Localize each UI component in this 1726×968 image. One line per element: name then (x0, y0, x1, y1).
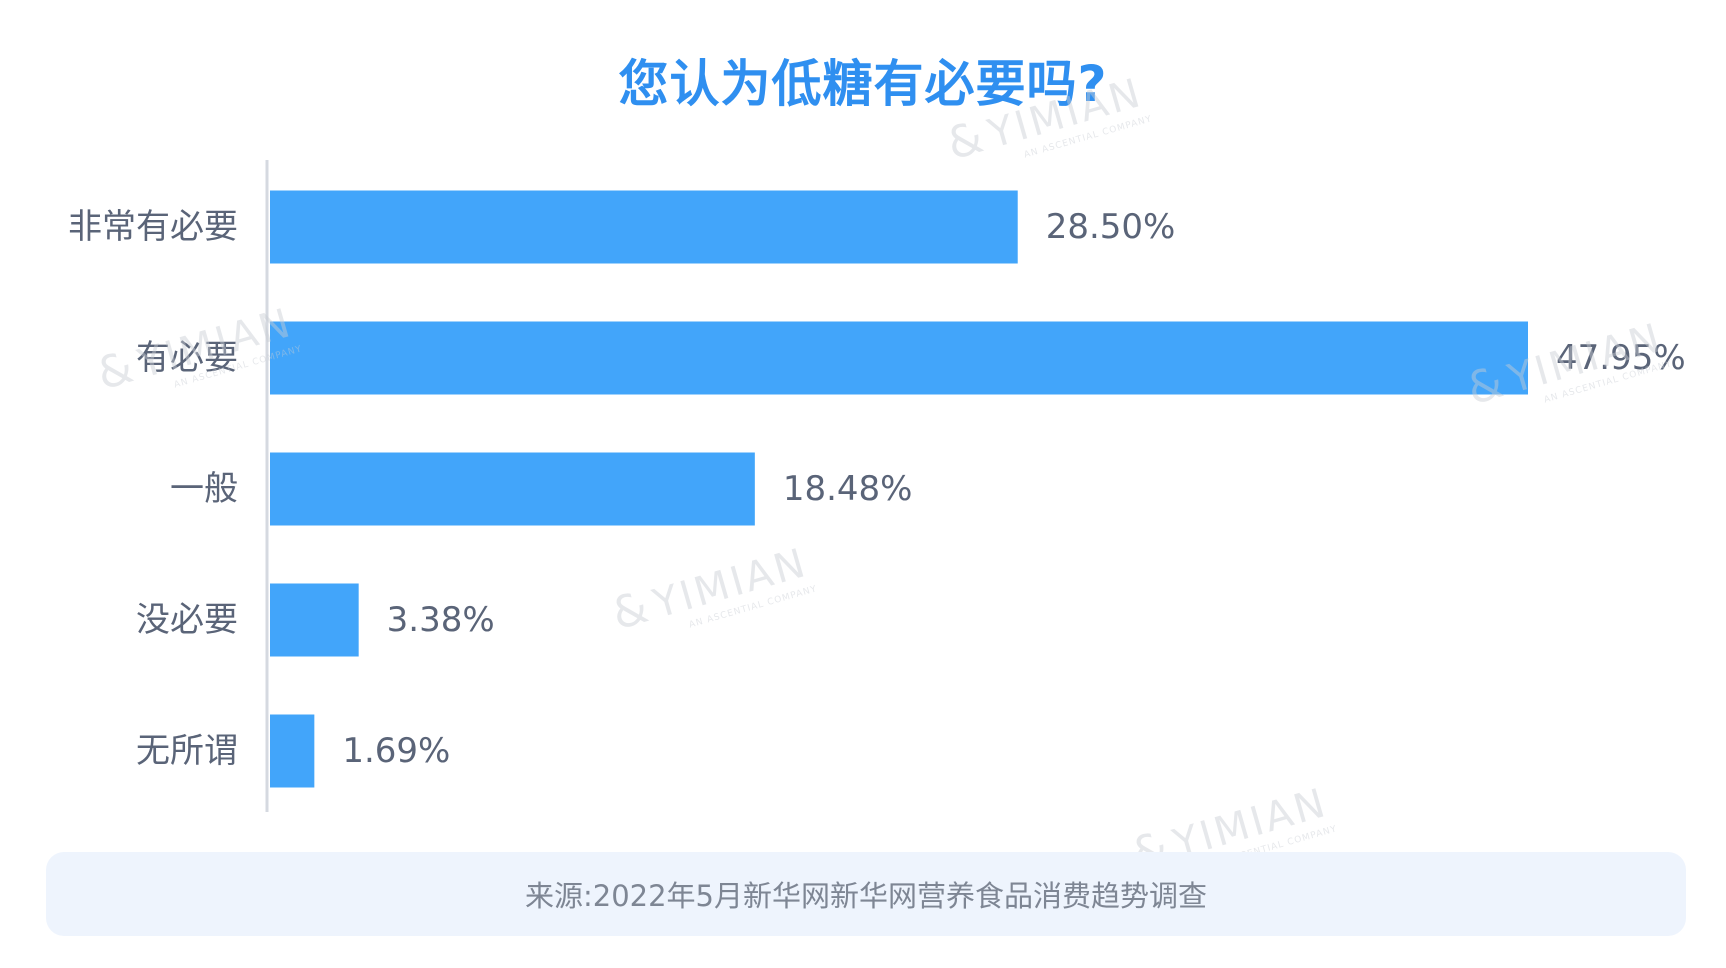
bar (270, 321, 1528, 395)
value-label: 28.50% (1046, 207, 1176, 247)
source-box: 来源:2022年5月新华网新华网营养食品消费趋势调查 (46, 852, 1686, 936)
category-label: 一般 (170, 469, 238, 509)
bar (270, 452, 755, 526)
category-label: 没必要 (136, 600, 238, 640)
category-label: 有必要 (136, 338, 238, 378)
source-text: 来源:2022年5月新华网新华网营养食品消费趋势调查 (524, 879, 1208, 913)
category-label: 无所谓 (136, 731, 238, 771)
value-label: 18.48% (783, 469, 913, 509)
value-label: 1.69% (342, 731, 450, 771)
value-label: 3.38% (387, 600, 495, 640)
bar (270, 190, 1018, 264)
bar (270, 714, 315, 788)
bars-group: 非常有必要 28.50% 有必要 47.95% 一般 18.48% 没必要 3.38% 无所谓 1… (68, 190, 1686, 788)
value-label: 47.95% (1556, 338, 1686, 378)
chart-title: 您认为低糖有必要吗? (618, 55, 1108, 113)
bar (270, 583, 359, 657)
category-label: 非常有必要 (68, 207, 238, 247)
